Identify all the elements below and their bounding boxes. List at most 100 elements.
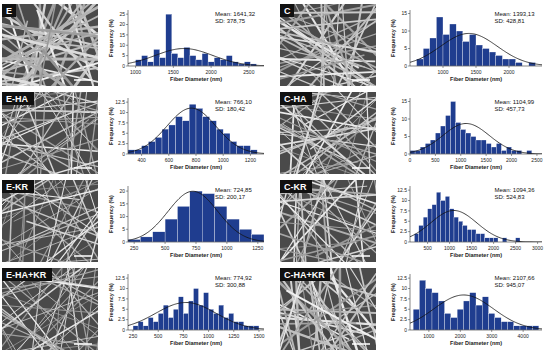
x-tick-label: 2500: [510, 245, 521, 251]
y-tick-label: 2.5: [400, 228, 407, 234]
bar: [440, 126, 445, 154]
fiber: [2, 214, 98, 246]
y-tick: [126, 154, 128, 155]
bar: [153, 232, 165, 242]
fiber: [2, 120, 98, 174]
y-tick-label: 5: [404, 45, 407, 51]
fit-curve: [410, 33, 542, 64]
x-tick-label: 1000: [455, 157, 466, 163]
y-tick: [408, 190, 410, 191]
y-tick: [126, 203, 128, 204]
y-tick: [408, 278, 410, 279]
scale-bar: [74, 167, 92, 169]
fiber: [280, 92, 356, 174]
plot-marks: [128, 191, 264, 242]
fibers: [2, 92, 98, 174]
fiber: [2, 92, 98, 174]
fit-curve: [128, 191, 264, 241]
bar: [413, 309, 419, 330]
bar: [189, 104, 196, 154]
fiber: [296, 4, 376, 86]
bar: [520, 326, 526, 330]
bar: [489, 238, 493, 242]
x-tick-label: 2000: [503, 69, 514, 75]
annotation: Mean: 2107,66: [494, 275, 535, 281]
scale-bar: [74, 255, 92, 257]
y-axis: [410, 98, 411, 154]
y-tick-label: 10: [401, 285, 407, 291]
label-box: [280, 92, 312, 105]
fiber: [286, 290, 376, 350]
label-box: [280, 180, 312, 193]
fiber: [280, 92, 357, 174]
fiber: [280, 37, 376, 86]
fiber: [280, 12, 376, 13]
annotation: SD: 524,83: [494, 194, 525, 200]
x-tick-label: 2500: [531, 157, 542, 163]
x-tick-label: 500: [161, 245, 170, 251]
panel-label: E: [6, 6, 12, 16]
y-tick-label: 7.5: [400, 208, 407, 214]
panel: E-KR0510152025050075010001250Fiber Diame…: [0, 63, 264, 360]
annotation: SD: 945,07: [494, 282, 525, 288]
bar: [494, 238, 498, 242]
x-axis-label: Fiber Diameter (nm): [450, 76, 502, 82]
fiber: [280, 92, 376, 105]
x-tick-label: 800: [192, 157, 201, 163]
bar: [209, 309, 214, 330]
panel-label: C-HA+KR: [284, 270, 325, 280]
fiber: [30, 180, 93, 262]
bar: [166, 14, 172, 66]
y-axis: [128, 186, 129, 242]
bar: [432, 205, 436, 242]
y-tick: [408, 136, 410, 137]
fiber: [32, 4, 65, 86]
fiber: [12, 135, 98, 174]
bar: [160, 58, 166, 66]
bar: [432, 293, 438, 330]
scale-bar: [74, 343, 92, 345]
fiber: [320, 4, 327, 86]
y-tick-label: 0: [122, 327, 125, 333]
y-axis: [128, 10, 129, 66]
fibers: [2, 180, 98, 262]
bar: [419, 280, 425, 330]
fit-curve: [128, 49, 264, 66]
plot-marks: [410, 280, 542, 330]
x-tick-label: 250: [130, 245, 139, 251]
x-tick-label: 1200: [245, 157, 256, 163]
fiber: [280, 92, 376, 137]
fiber: [2, 268, 98, 345]
fiber: [280, 268, 355, 350]
label-box: [2, 268, 52, 281]
fiber: [316, 199, 376, 256]
y-tick: [408, 13, 410, 14]
bar: [443, 35, 450, 67]
x-tick-label: 1500: [481, 157, 492, 163]
y-tick: [126, 216, 128, 217]
fiber: [44, 180, 98, 262]
scale-bar: [74, 79, 92, 81]
bar: [489, 52, 496, 66]
sem-image: C: [180, 0, 504, 205]
label-box: [280, 268, 330, 281]
y-tick: [126, 319, 128, 320]
bar: [457, 309, 463, 330]
bar: [445, 196, 449, 242]
bar: [215, 206, 227, 242]
fiber: [2, 268, 98, 320]
y-tick-label: 10: [119, 285, 125, 291]
y-axis-label: Frequency (%): [390, 283, 396, 321]
bar: [172, 54, 178, 66]
x-tick-label: 750: [179, 333, 188, 339]
bar: [470, 293, 476, 330]
bar: [491, 147, 496, 154]
bar: [202, 194, 214, 242]
bar: [184, 47, 190, 66]
y-tick: [408, 119, 410, 120]
fiber: [280, 25, 376, 86]
y-tick-label: 15: [119, 201, 125, 207]
y-tick-label: 10: [119, 213, 125, 219]
bar: [190, 191, 202, 242]
x-tick-label: 2500: [243, 69, 254, 75]
